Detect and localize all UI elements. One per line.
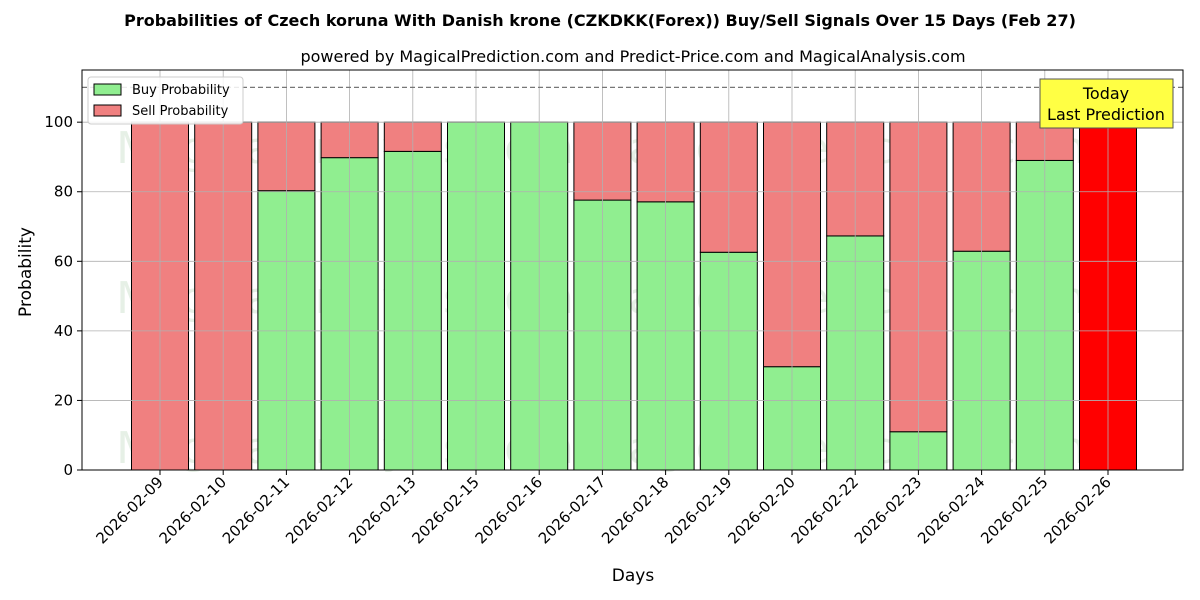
annotation-line-0: Today: [1082, 84, 1129, 103]
x-tick-label: 2026-02-24: [914, 473, 988, 547]
y-tick-label: 60: [54, 252, 73, 270]
y-tick-label: 20: [54, 391, 73, 409]
chart-title: Probabilities of Czech koruna With Danis…: [124, 11, 1076, 30]
y-tick-label: 40: [54, 322, 73, 340]
x-tick-label: 2026-02-16: [472, 473, 546, 547]
x-tick-label: 2026-02-26: [1040, 473, 1114, 547]
x-tick-label: 2026-02-19: [661, 473, 735, 547]
x-tick-label: 2026-02-12: [282, 473, 356, 547]
x-tick-label: 2026-02-10: [156, 473, 230, 547]
y-tick-label: 80: [54, 183, 73, 201]
annotation-line-1: Last Prediction: [1047, 105, 1165, 124]
x-axis-label: Days: [612, 566, 655, 586]
x-tick-label: 2026-02-20: [724, 473, 798, 547]
annotation: Today Last Prediction: [1039, 78, 1174, 129]
y-tick-label: 0: [63, 461, 73, 479]
y-axis-label: Probability: [16, 227, 36, 317]
y-tick-label: 100: [44, 113, 73, 131]
x-tick-label: 2026-02-18: [598, 473, 672, 547]
legend-label-1: Sell Probability: [132, 104, 229, 119]
x-tick-label: 2026-02-22: [788, 473, 862, 547]
x-tick-label: 2026-02-09: [92, 473, 166, 547]
grid: [82, 70, 1183, 471]
x-tick-label: 2026-02-11: [219, 473, 293, 547]
plot-frame: [81, 69, 1184, 471]
legend-swatch-1: [93, 104, 122, 117]
chart-subtitle: powered by MagicalPrediction.com and Pre…: [300, 47, 965, 66]
legend-label-0: Buy Probability: [132, 83, 230, 98]
x-tick-label: 2026-02-17: [535, 473, 609, 547]
x-tick-label: 2026-02-13: [345, 473, 419, 547]
annotation-box: [1039, 78, 1174, 129]
x-tick-label: 2026-02-25: [977, 473, 1051, 547]
legend-box: [87, 76, 244, 125]
x-tick-label: 2026-02-15: [408, 473, 482, 547]
legend-swatch-0: [93, 83, 122, 96]
x-tick-label: 2026-02-23: [851, 473, 925, 547]
legend: Buy Probability Sell Probability: [87, 76, 244, 125]
